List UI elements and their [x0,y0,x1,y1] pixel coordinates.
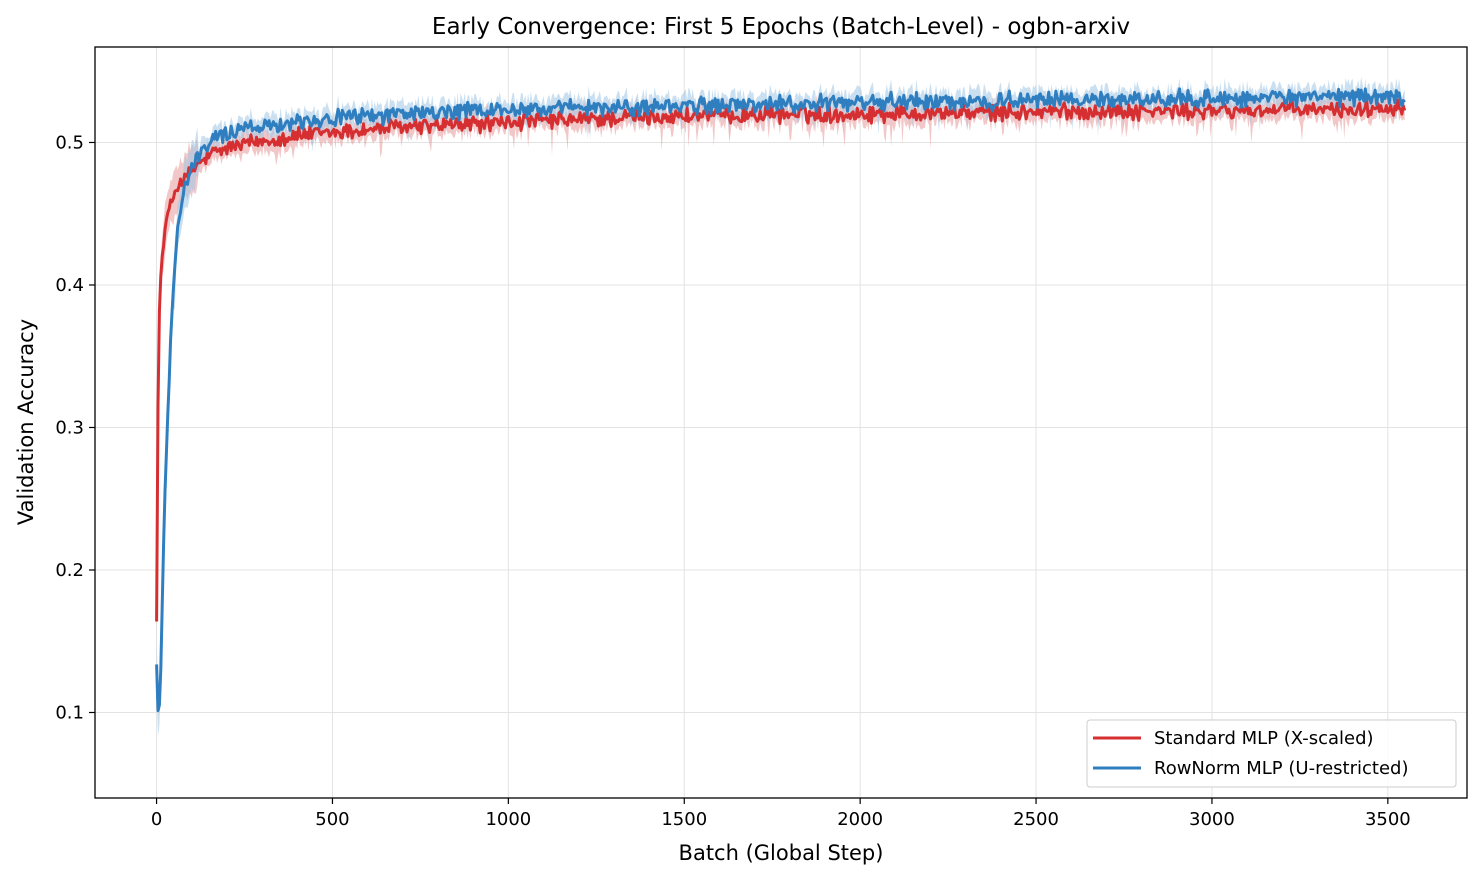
x-tick-label: 1500 [661,809,707,830]
legend: Standard MLP (X-scaled) RowNorm MLP (U-r… [1086,719,1457,788]
legend-label-standard-mlp: Standard MLP (X-scaled) [1154,728,1374,749]
ticks: 0 500 1000 1500 2000 2500 3000 3500 0.1 0.2 0.3 0.4… [55,132,1410,830]
x-axis-label: Batch (Global Step) [679,841,884,865]
y-tick-label: 0.1 [55,702,84,723]
x-tick-label: 3500 [1365,809,1411,830]
confidence-bands [156,76,1405,737]
plot-frame [94,46,1468,799]
x-tick-label: 0 [151,809,162,830]
y-tick-label: 0.4 [55,275,84,296]
y-tick-label: 0.5 [55,132,84,153]
chart-title: Early Convergence: First 5 Epochs (Batch… [432,14,1130,40]
series-line-rownorm-mlp [155,87,1406,713]
x-tick-label: 3000 [1189,809,1235,830]
y-tick-label: 0.2 [55,560,84,581]
series-line-standard-mlp [155,97,1407,622]
band-rownorm-mlp [156,76,1405,737]
y-tick-label: 0.3 [55,417,84,438]
series-lines [155,87,1407,713]
x-tick-label: 2000 [837,809,883,830]
grid [95,47,1467,798]
y-axis-label: Validation Accuracy [14,319,38,525]
legend-box [1086,719,1457,788]
legend-label-rownorm-mlp: RowNorm MLP (U-restricted) [1154,758,1408,779]
x-tick-label: 1000 [485,809,531,830]
x-tick-label: 500 [315,809,349,830]
x-tick-label: 2500 [1013,809,1059,830]
band-standard-mlp [156,87,1405,650]
